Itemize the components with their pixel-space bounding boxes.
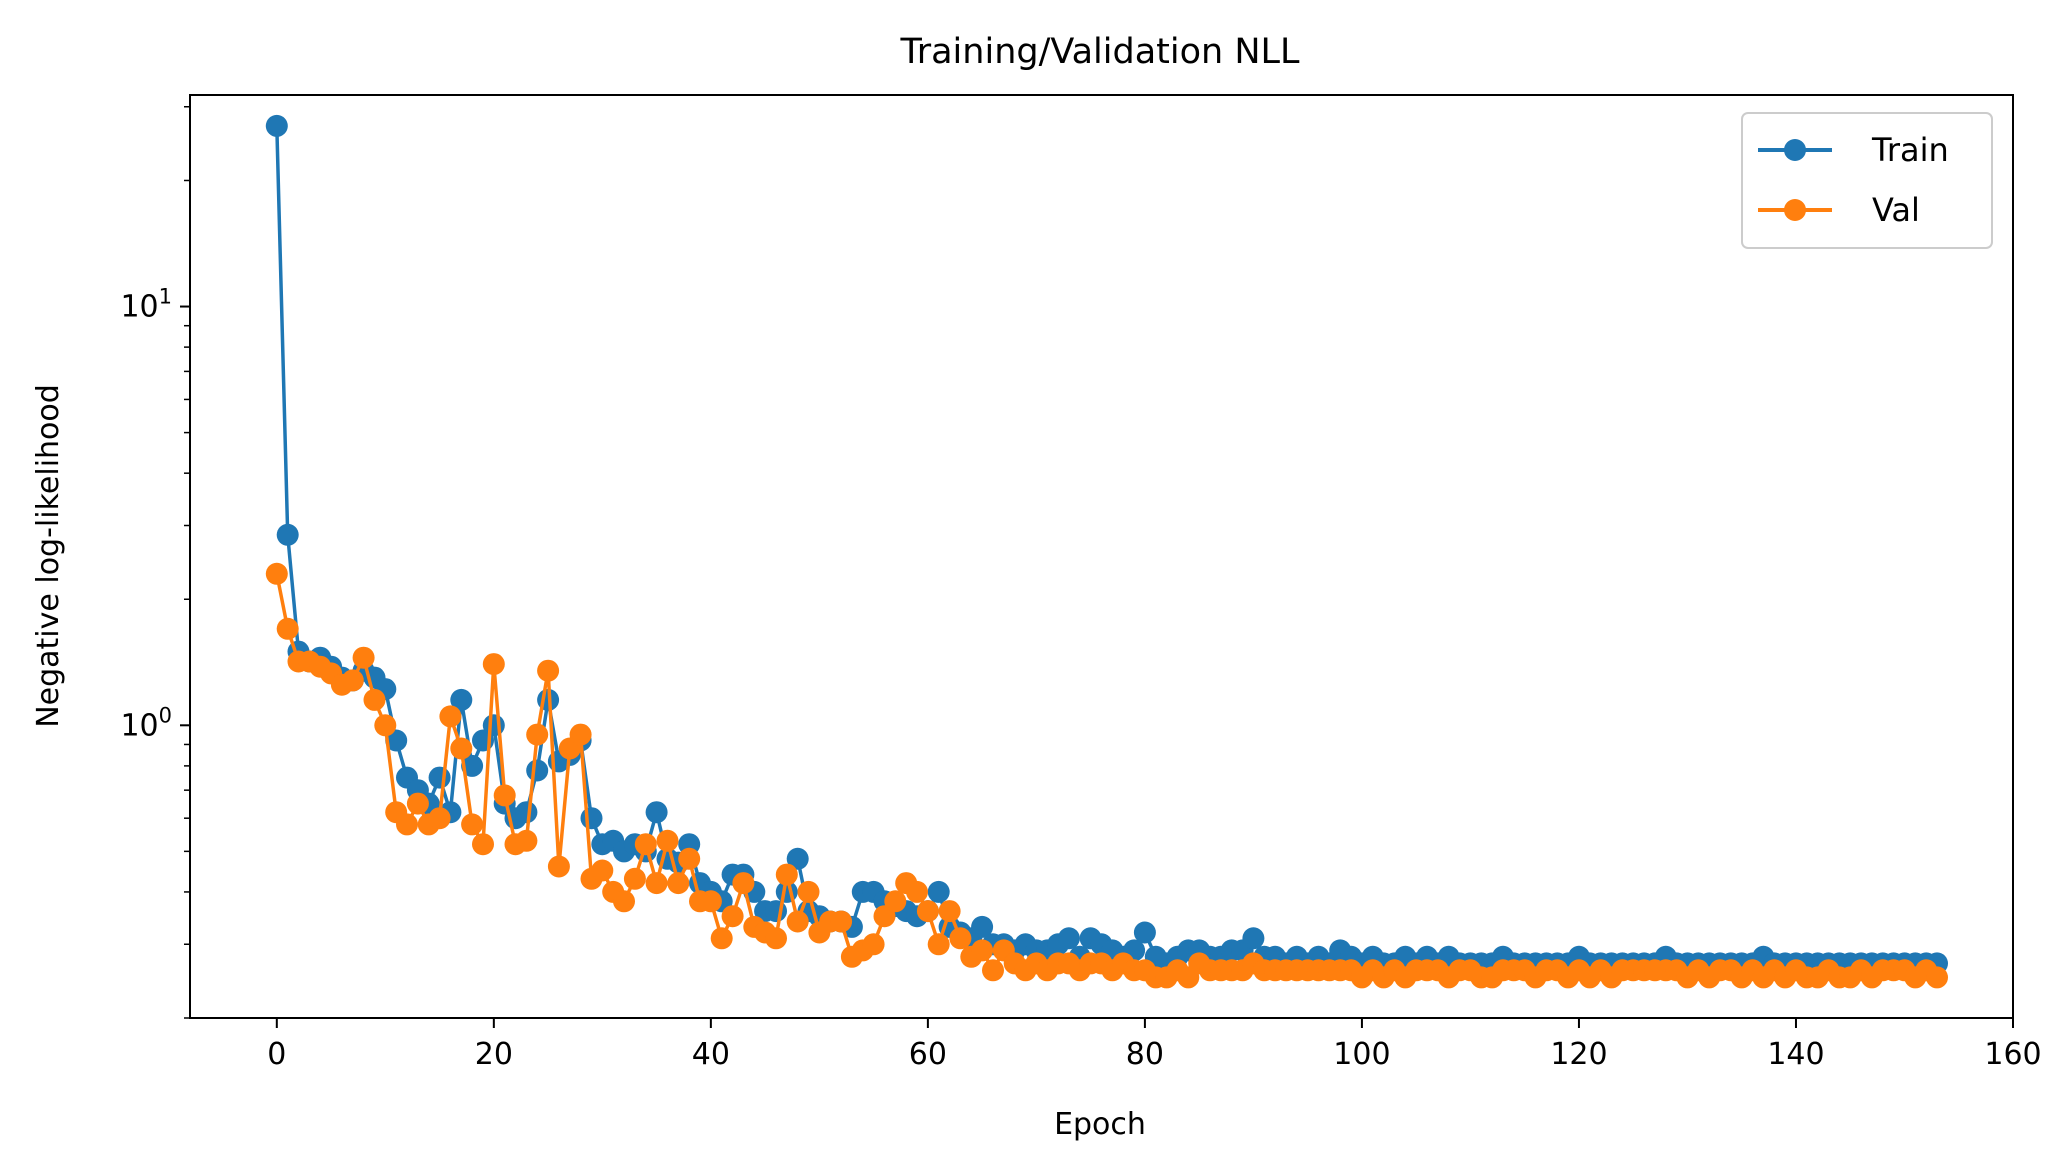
data-point-val xyxy=(927,933,950,956)
data-point-val xyxy=(862,933,885,956)
x-tick-label: 40 xyxy=(692,1037,730,1072)
data-point-val xyxy=(406,792,429,815)
data-point-val xyxy=(916,900,939,923)
data-point-train xyxy=(580,807,603,830)
y-axis-label: Negative log-likelihood xyxy=(31,384,66,728)
series-val xyxy=(265,562,1948,989)
data-point-val xyxy=(352,646,375,669)
x-axis-label: Epoch xyxy=(1054,1107,1146,1142)
data-point-train xyxy=(515,801,538,824)
data-point-val xyxy=(645,872,668,895)
legend-val-label: Val xyxy=(1872,191,1920,229)
data-point-train xyxy=(265,114,288,137)
x-tick-label: 20 xyxy=(475,1037,513,1072)
legend-train-label: Train xyxy=(1871,131,1949,169)
data-point-val xyxy=(482,653,505,676)
y-tick-label: 100 xyxy=(120,703,172,743)
data-point-train xyxy=(927,880,950,903)
y-tick-label: 101 xyxy=(120,285,172,325)
data-point-train xyxy=(971,915,994,938)
data-point-val xyxy=(938,900,961,923)
data-point-val xyxy=(623,867,646,890)
data-point-val xyxy=(493,784,516,807)
data-point-val xyxy=(710,927,733,950)
data-point-val xyxy=(363,688,386,711)
x-tick-label: 140 xyxy=(1767,1037,1824,1072)
data-point-val xyxy=(775,863,798,886)
data-point-val xyxy=(1926,966,1948,989)
data-point-train xyxy=(765,900,787,923)
data-point-train xyxy=(1133,921,1156,944)
data-point-val xyxy=(982,959,1004,982)
data-point-val xyxy=(537,659,560,682)
chart-title: Training/Validation NLL xyxy=(899,32,1300,72)
data-point-val xyxy=(906,880,928,903)
data-point-val xyxy=(461,813,484,836)
x-tick-label: 120 xyxy=(1550,1037,1607,1072)
data-point-train xyxy=(428,766,451,789)
data-point-val xyxy=(884,890,907,913)
axes-frame xyxy=(189,94,2014,1019)
x-tick-label: 60 xyxy=(909,1037,947,1072)
data-point-val xyxy=(732,872,755,895)
data-point-val xyxy=(765,927,787,950)
data-point-train xyxy=(461,754,484,777)
data-point-val xyxy=(797,880,820,903)
legend-val-marker xyxy=(1784,199,1806,221)
data-point-val xyxy=(439,705,462,728)
data-point-val xyxy=(472,833,494,856)
data-point-train xyxy=(482,714,505,737)
data-point-train xyxy=(385,729,408,752)
data-point-val xyxy=(515,829,538,852)
legend-box xyxy=(1741,112,1993,249)
data-point-val xyxy=(396,813,418,836)
data-point-val xyxy=(613,890,635,913)
data-point-train xyxy=(1057,927,1080,950)
plot-area xyxy=(265,114,1948,989)
data-point-val xyxy=(830,910,853,933)
data-point-val xyxy=(569,723,592,746)
x-axis: 0 20 40 60 80 100 120 140 160 xyxy=(267,1018,2042,1072)
x-tick-label: 0 xyxy=(267,1037,286,1072)
legend: Train Val xyxy=(1741,112,1993,249)
data-point-train xyxy=(1242,927,1265,950)
data-point-val xyxy=(374,714,397,737)
data-point-val xyxy=(428,807,451,830)
data-point-val xyxy=(450,737,473,760)
data-point-val xyxy=(276,617,299,640)
data-point-val xyxy=(656,829,679,852)
data-point-val xyxy=(591,859,614,882)
data-point-val xyxy=(971,939,994,962)
data-point-val xyxy=(678,847,701,870)
data-point-train xyxy=(276,523,299,546)
legend-train-marker xyxy=(1784,139,1806,161)
x-tick-label: 100 xyxy=(1333,1037,1390,1072)
data-point-val xyxy=(634,833,657,856)
data-point-val xyxy=(547,855,570,878)
data-point-val xyxy=(699,890,722,913)
data-point-train xyxy=(526,759,549,782)
data-point-train xyxy=(450,688,473,711)
y-axis: 100 101 xyxy=(120,105,190,1019)
x-tick-label: 160 xyxy=(1984,1037,2041,1072)
data-point-val xyxy=(786,910,809,933)
data-point-val xyxy=(949,927,972,950)
data-point-val xyxy=(526,723,549,746)
data-point-val xyxy=(341,669,364,692)
data-point-train xyxy=(645,801,668,824)
x-tick-label: 80 xyxy=(1126,1037,1164,1072)
data-point-val xyxy=(265,562,288,585)
data-point-val xyxy=(721,905,744,928)
data-point-val xyxy=(667,872,690,895)
data-point-train xyxy=(786,847,809,870)
